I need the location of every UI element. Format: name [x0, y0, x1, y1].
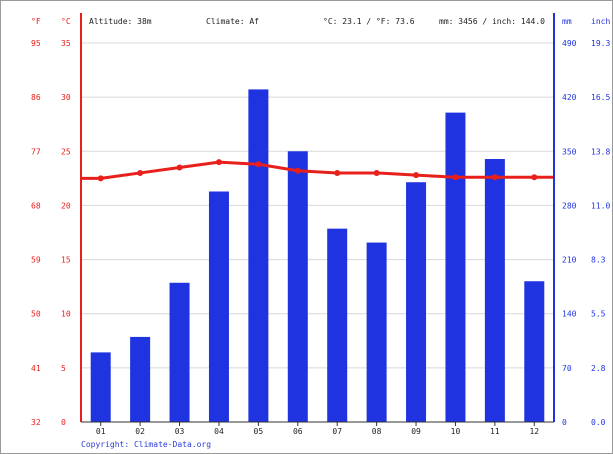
temperature-line-path: [81, 160, 554, 180]
precipitation-bar: [406, 182, 427, 422]
tick-label-mm: 210: [562, 256, 577, 265]
precipitation-bar: [366, 242, 387, 422]
x-tick-label: 08: [372, 427, 382, 436]
x-tick-label: 02: [135, 427, 145, 436]
temperature-summary: °C: 23.1 / °F: 73.6: [323, 17, 415, 26]
precipitation-bar: [169, 282, 190, 422]
tick-label-celsius: 5: [61, 364, 66, 373]
temperature-line: [81, 159, 554, 182]
precipitation-bar: [90, 352, 111, 422]
tick-label-celsius: 35: [61, 39, 71, 48]
tick-label-inch: 5.5: [591, 310, 606, 319]
climate-label: Climate: Af: [206, 17, 259, 26]
tick-label-inch: 8.3: [591, 256, 606, 265]
precipitation-summary: mm: 3456 / inch: 144.0: [439, 17, 545, 26]
x-tick-label: 07: [332, 427, 342, 436]
axes: 32 0 0 0.0 41 5 70 2.8 50 10 140 5.5 59 15 210 8.3 68 20 2…: [31, 13, 610, 436]
x-tick-label: 10: [451, 427, 461, 436]
tick-label-mm: 490: [562, 39, 577, 48]
temperature-point: [294, 167, 301, 174]
copyright-text: Copyright: Climate-Data.org: [81, 440, 211, 449]
tick-label-celsius: 30: [61, 93, 71, 102]
unit-mm: mm: [562, 17, 572, 26]
precipitation-bar: [248, 89, 269, 422]
temperature-point: [413, 172, 420, 179]
tick-label-fahrenheit: 68: [31, 201, 41, 210]
tick-label-mm: 140: [562, 310, 577, 319]
x-tick-label: 03: [175, 427, 185, 436]
temperature-point: [334, 169, 341, 176]
tick-label-celsius: 20: [61, 201, 71, 210]
temperature-point: [373, 169, 380, 176]
x-tick-label: 09: [411, 427, 421, 436]
tick-label-celsius: 0: [61, 418, 66, 427]
unit-celsius: °C: [61, 17, 71, 26]
x-tick-label: 06: [293, 427, 303, 436]
tick-label-celsius: 25: [61, 147, 71, 156]
precipitation-bar: [445, 112, 466, 422]
tick-label-mm: 420: [562, 93, 577, 102]
temperature-point: [215, 159, 222, 166]
tick-label-fahrenheit: 32: [31, 418, 41, 427]
precipitation-bar: [327, 228, 348, 422]
precipitation-bar: [484, 159, 505, 423]
x-tick-label: 04: [214, 427, 224, 436]
precipitation-bars: [90, 89, 545, 423]
precipitation-bar: [208, 191, 229, 422]
temperature-point: [531, 174, 538, 181]
precipitation-bar: [130, 336, 151, 422]
x-tick-label: 01: [96, 427, 106, 436]
x-tick-label: 11: [490, 427, 500, 436]
temperature-point: [491, 174, 498, 181]
temperature-point: [452, 174, 459, 181]
temperature-point: [97, 175, 104, 182]
tick-label-inch: 13.8: [591, 147, 610, 156]
precipitation-bar: [287, 151, 308, 423]
precipitation-bar: [524, 281, 545, 422]
tick-label-inch: 2.8: [591, 364, 606, 373]
tick-label-inch: 19.3: [591, 39, 610, 48]
tick-label-fahrenheit: 86: [31, 93, 41, 102]
tick-label-inch: 11.0: [591, 201, 610, 210]
tick-label-celsius: 15: [61, 256, 71, 265]
temperature-point: [255, 161, 262, 168]
tick-label-mm: 0: [562, 418, 567, 427]
tick-label-mm: 70: [562, 364, 572, 373]
tick-label-fahrenheit: 41: [31, 364, 41, 373]
tick-label-fahrenheit: 50: [31, 310, 41, 319]
x-tick-label: 05: [254, 427, 264, 436]
temperature-point: [176, 164, 183, 171]
grid-lines: [81, 42, 554, 423]
tick-label-mm: 280: [562, 201, 577, 210]
unit-fahrenheit: °F: [31, 17, 41, 26]
tick-label-fahrenheit: 77: [31, 147, 41, 156]
x-tick-label: 12: [529, 427, 539, 436]
tick-label-fahrenheit: 95: [31, 39, 41, 48]
tick-label-mm: 350: [562, 147, 577, 156]
tick-label-fahrenheit: 59: [31, 256, 41, 265]
altitude-label: Altitude: 38m: [89, 17, 152, 26]
tick-label-inch: 16.5: [591, 93, 610, 102]
temperature-point: [137, 169, 144, 176]
tick-label-inch: 0.0: [591, 418, 606, 427]
unit-inch: inch: [591, 17, 610, 26]
tick-label-celsius: 10: [61, 310, 71, 319]
